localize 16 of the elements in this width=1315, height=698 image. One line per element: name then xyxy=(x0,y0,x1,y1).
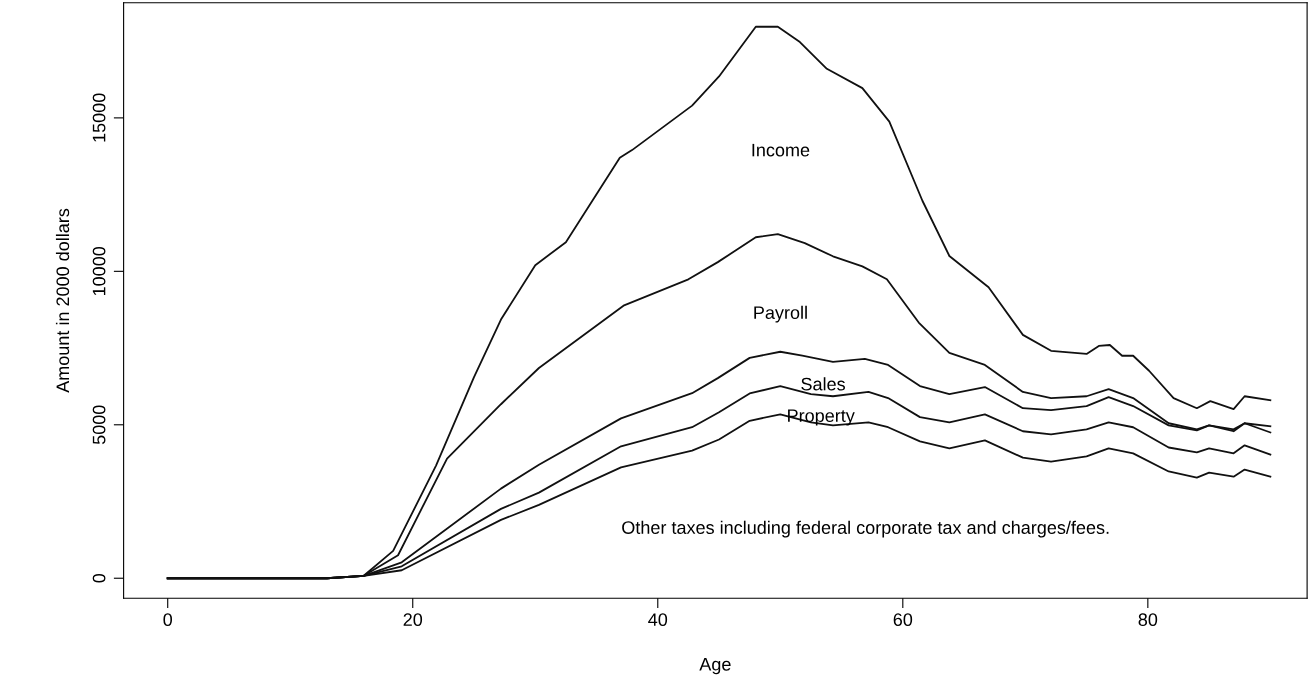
annotation: Property xyxy=(788,409,855,426)
y-tick-label: 5000 xyxy=(92,405,106,445)
x-tick-label: 40 xyxy=(648,613,668,627)
y-tick-label: 0 xyxy=(92,573,106,583)
y-axis-title: Amount in 2000 dollars xyxy=(55,208,70,393)
annotation: Income xyxy=(752,143,810,157)
annotation: Sales xyxy=(801,377,845,391)
annotation: Other taxes including federal corporate tax and charges/fees. xyxy=(622,520,1109,538)
x-tick-label: 20 xyxy=(403,613,423,627)
annotation: Payroll xyxy=(754,305,807,323)
y-tick-label: 15000 xyxy=(92,93,106,142)
x-tick-label: 80 xyxy=(1138,613,1158,627)
x-tick-label: 60 xyxy=(893,613,913,627)
x-axis-title: Age xyxy=(699,658,731,675)
x-tick-label: 0 xyxy=(163,613,173,627)
y-tick-label: 10000 xyxy=(92,246,106,296)
